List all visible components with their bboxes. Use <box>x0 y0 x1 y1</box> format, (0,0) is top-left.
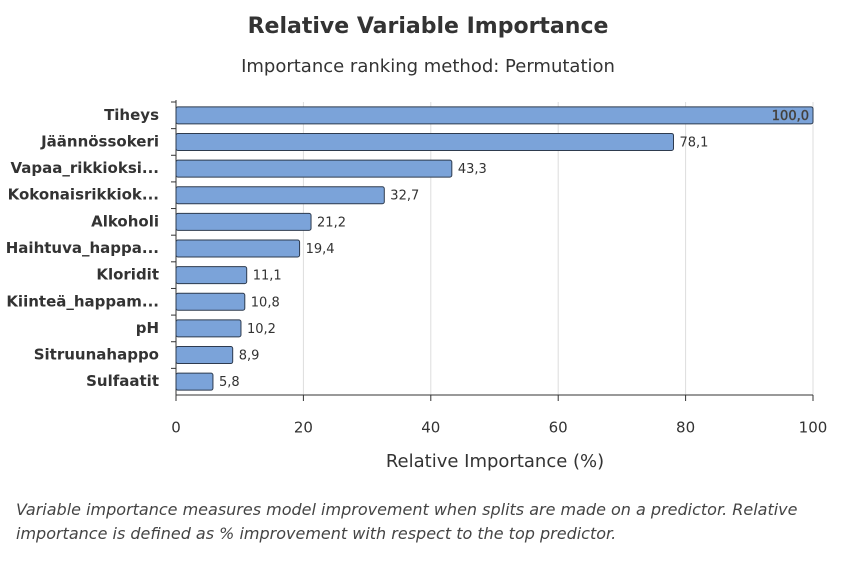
x-tick-label: 100 <box>799 419 828 437</box>
value-label: 10,2 <box>247 322 276 337</box>
chart-title: Relative Variable Importance <box>248 14 609 39</box>
value-label: 11,1 <box>253 269 282 284</box>
y-tick-label: Haihtuva_happa... <box>6 239 159 257</box>
value-label: 78,1 <box>679 135 708 150</box>
value-label: 5,8 <box>219 375 240 390</box>
y-tick-label: pH <box>136 319 159 337</box>
value-label: 19,4 <box>306 242 335 257</box>
y-tick-label: Kokonaisrikkiok... <box>8 186 159 204</box>
footnote: Variable importance measures model impro… <box>16 500 798 543</box>
y-tick-label: Jäännössokeri <box>40 132 159 150</box>
bar <box>175 132 674 151</box>
x-tick-label: 80 <box>676 419 695 437</box>
x-tick-label: 40 <box>421 419 440 437</box>
bar <box>175 319 242 338</box>
bar <box>175 106 814 125</box>
value-label: 43,3 <box>458 162 487 177</box>
x-tick-label: 0 <box>171 419 181 437</box>
bar <box>175 239 301 258</box>
value-label: 8,9 <box>239 349 260 364</box>
bar <box>175 372 214 391</box>
value-label: 100,0 <box>772 109 809 124</box>
bar <box>175 186 385 205</box>
y-tick-label: Alkoholi <box>91 212 159 230</box>
y-tick-label: Kloridit <box>96 266 159 284</box>
y-tick-label: Kiinteä_happam... <box>6 292 159 310</box>
x-tick-label: 60 <box>549 419 568 437</box>
bar <box>175 292 246 311</box>
y-tick-label: Tiheys <box>104 106 159 124</box>
x-axis-label: Relative Importance (%) <box>386 451 604 472</box>
x-tick-label: 20 <box>294 419 313 437</box>
bar <box>175 212 312 231</box>
y-tick-label: Sitruunahappo <box>34 346 159 364</box>
bar <box>175 346 234 365</box>
bar <box>175 266 248 285</box>
y-tick-label: Sulfaatit <box>86 372 159 390</box>
y-tick-label: Vapaa_rikkioksi... <box>11 159 159 177</box>
value-label: 21,2 <box>317 215 346 230</box>
bar <box>175 159 453 178</box>
chart: Relative Variable Importance Importance … <box>6 14 828 472</box>
chart-subtitle: Importance ranking method: Permutation <box>241 56 615 77</box>
value-label: 10,8 <box>251 295 280 310</box>
value-label: 32,7 <box>390 189 419 204</box>
